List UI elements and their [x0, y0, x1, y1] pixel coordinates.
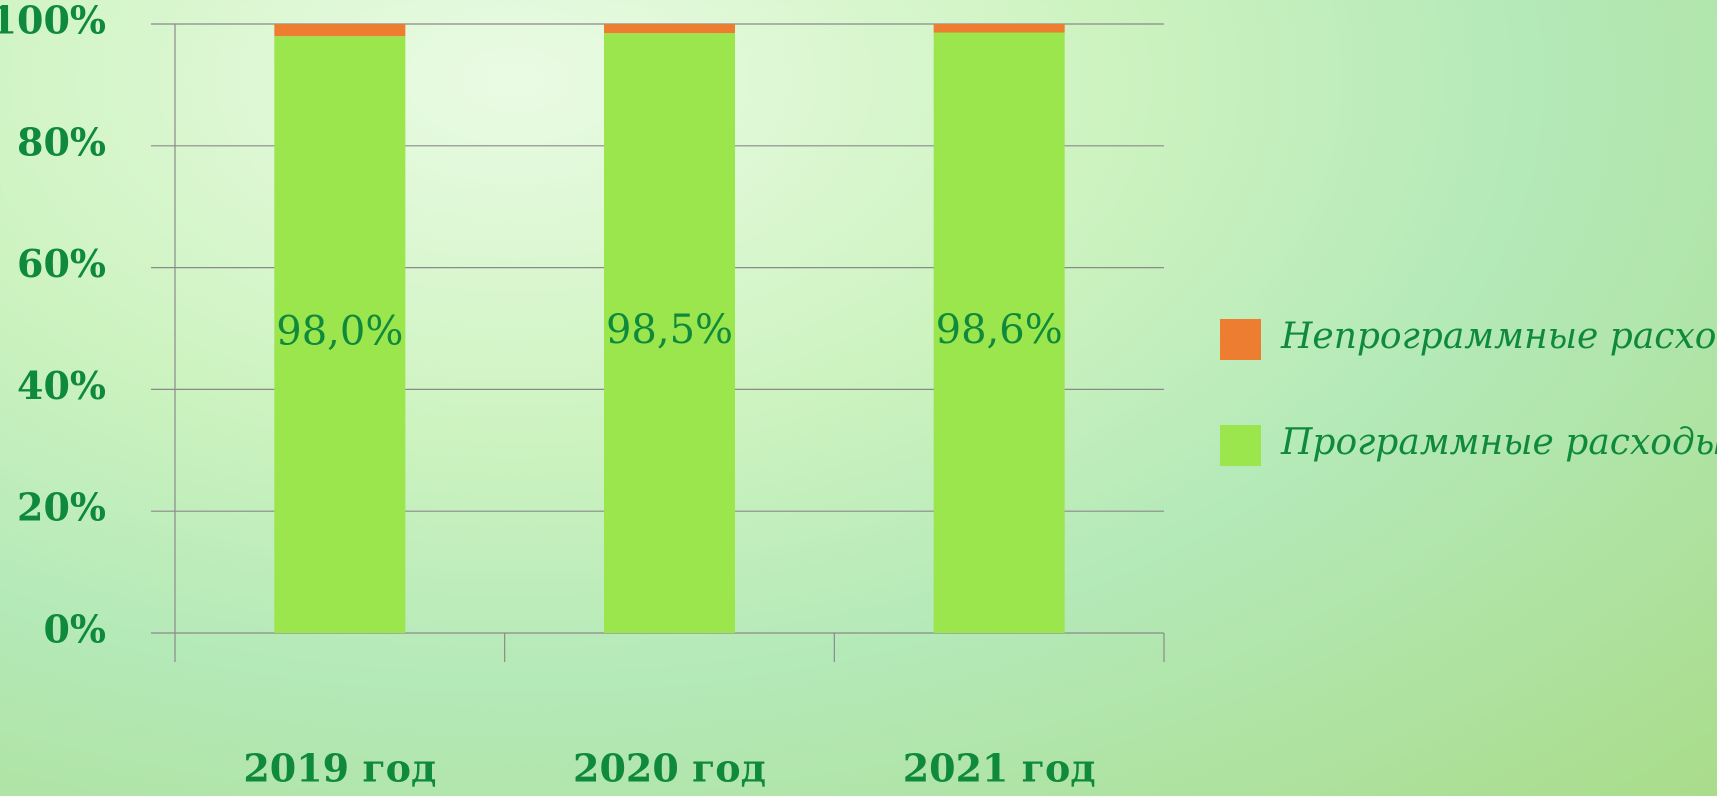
- legend-swatch: [1220, 425, 1261, 466]
- y-tick-label: 80%: [17, 119, 106, 164]
- chart: 0% 20% 40% 60% 80% 100% 98,0% 2019 год 98,5% 2020…: [0, 0, 1717, 796]
- legend-label: Непрограммные расходы: [1280, 316, 1717, 357]
- y-tick-label: 20%: [17, 485, 106, 530]
- bar-segment: [934, 24, 1065, 33]
- value-label: 98,0%: [276, 309, 403, 355]
- x-tick-label: 2021 год: [903, 746, 1096, 791]
- y-tick-label: 0%: [43, 607, 106, 652]
- value-label: 98,6%: [936, 307, 1063, 353]
- legend-swatch: [1220, 319, 1261, 360]
- page: {"chart_data": {"type": "stacked_bar", "…: [0, 0, 1717, 796]
- y-tick-label: 60%: [17, 241, 106, 286]
- value-label: 98,5%: [606, 307, 733, 353]
- x-tick-label: 2020 год: [573, 746, 766, 791]
- y-tick-label: 40%: [17, 363, 106, 408]
- bar-segment: [604, 24, 735, 33]
- y-tick-label: 100%: [0, 0, 106, 43]
- x-tick-label: 2019 год: [243, 746, 436, 791]
- legend-label: Программные расходы: [1280, 422, 1717, 463]
- bar-segment: [274, 24, 405, 36]
